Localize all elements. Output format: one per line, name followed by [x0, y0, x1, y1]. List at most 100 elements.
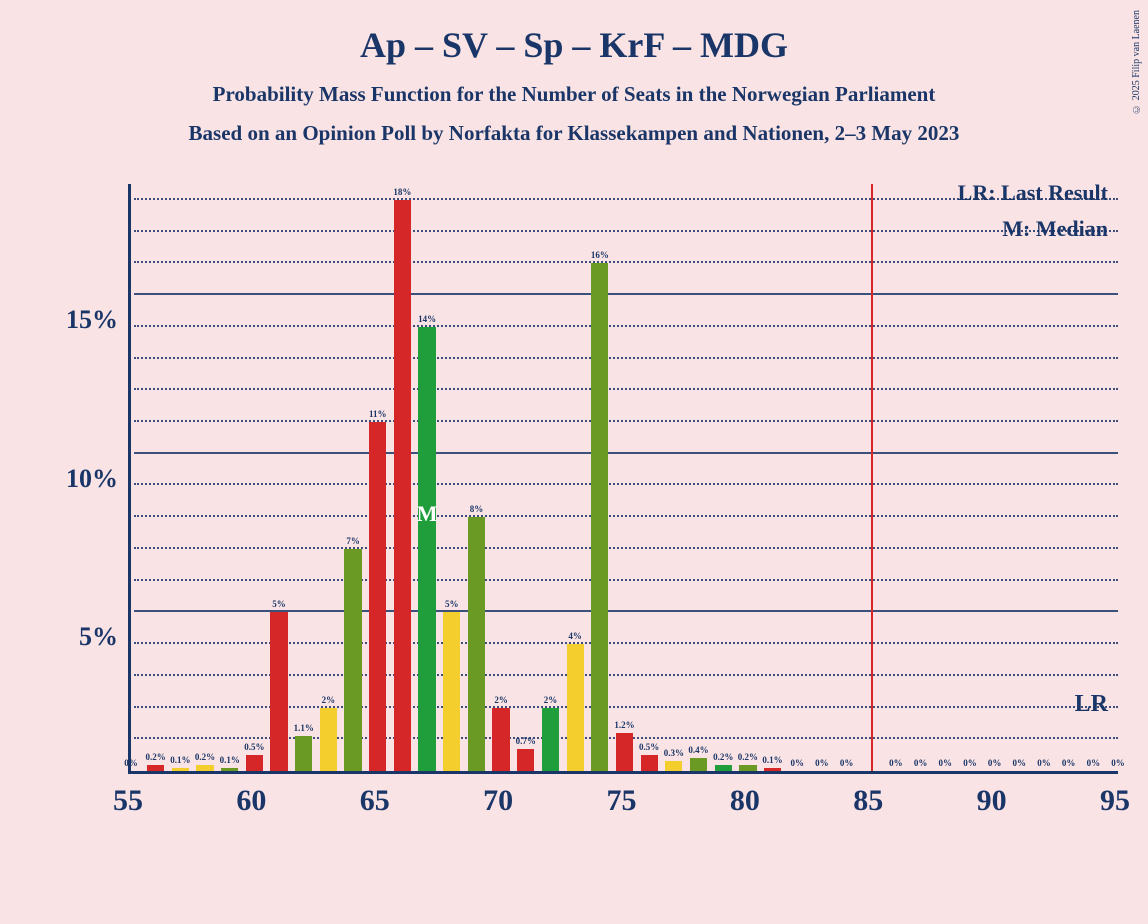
x-axis-label: 75 — [607, 784, 637, 818]
legend-m: M: Median — [1002, 216, 1108, 242]
bar — [369, 422, 386, 771]
bar — [320, 708, 337, 771]
last-result-line — [871, 184, 873, 771]
bar-value-label: 8% — [470, 504, 484, 514]
last-result-label: LR — [1075, 691, 1108, 718]
bar-value-label: 0% — [840, 758, 854, 768]
bar-value-label: 2% — [322, 695, 336, 705]
bar — [147, 765, 164, 771]
x-axis-label: 80 — [730, 784, 760, 818]
x-axis-label: 55 — [113, 784, 143, 818]
bar-value-label: 0.2% — [713, 752, 733, 762]
bar-value-label: 0% — [963, 758, 977, 768]
gridline-minor — [134, 357, 1118, 359]
chart-area: 0%0.2%0.1%0.2%0.1%0.5%5%1.1%2%7%11%18%14… — [128, 184, 1118, 824]
bar-value-label: 4% — [568, 631, 582, 641]
legend-lr: LR: Last Result — [958, 180, 1108, 206]
bar-value-label: 0.5% — [639, 742, 659, 752]
gridline-minor — [134, 547, 1118, 549]
bar-value-label: 0.2% — [195, 752, 215, 762]
gridline-minor — [134, 230, 1118, 232]
bar-value-label: 0.2% — [738, 752, 758, 762]
y-axis-label: 10% — [66, 464, 118, 494]
bar-value-label: 0% — [1013, 758, 1027, 768]
bar-value-label: 0% — [939, 758, 953, 768]
gridline-minor — [134, 579, 1118, 581]
gridline-minor — [134, 261, 1118, 263]
bar-value-label: 11% — [369, 409, 387, 419]
bar — [665, 761, 682, 771]
bar-value-label: 1.2% — [614, 720, 634, 730]
gridline-major — [134, 452, 1118, 454]
y-axis-label: 15% — [66, 305, 118, 335]
bar-value-label: 0.3% — [664, 748, 684, 758]
bar — [468, 517, 485, 771]
gridline-minor — [134, 420, 1118, 422]
bar — [221, 768, 238, 771]
bar-value-label: 14% — [418, 314, 436, 324]
bar-value-label: 2% — [544, 695, 558, 705]
gridline-minor — [134, 325, 1118, 327]
bar-value-label: 5% — [272, 599, 286, 609]
bar-value-label: 0% — [1087, 758, 1101, 768]
bar — [270, 612, 287, 771]
x-axis-label: 85 — [853, 784, 883, 818]
x-axis-label: 70 — [483, 784, 513, 818]
bar — [715, 765, 732, 771]
gridline-minor — [134, 515, 1118, 517]
bar — [492, 708, 509, 771]
bar-value-label: 0% — [124, 758, 138, 768]
bar-value-label: 0.2% — [146, 752, 166, 762]
bar-value-label: 0.1% — [220, 755, 240, 765]
bar — [690, 758, 707, 771]
bar — [196, 765, 213, 771]
bar-value-label: 5% — [445, 599, 459, 609]
y-axis-label: 5% — [79, 622, 118, 652]
bar — [739, 765, 756, 771]
bar — [394, 200, 411, 771]
bar-value-label: 0.1% — [762, 755, 782, 765]
bar — [616, 733, 633, 771]
median-marker: M — [417, 501, 438, 527]
gridline-major — [134, 293, 1118, 295]
bar-value-label: 1.1% — [294, 723, 314, 733]
bar-value-label: 0% — [1111, 758, 1125, 768]
bar-value-label: 7% — [346, 536, 360, 546]
bar-value-label: 0% — [988, 758, 1002, 768]
bar-value-label: 0.1% — [170, 755, 190, 765]
gridline-minor — [134, 388, 1118, 390]
plot-area: 0%0.2%0.1%0.2%0.1%0.5%5%1.1%2%7%11%18%14… — [128, 184, 1118, 774]
bar — [344, 549, 361, 771]
bar-value-label: 0% — [1062, 758, 1076, 768]
chart-title: Ap – SV – Sp – KrF – MDG — [0, 0, 1148, 66]
bar-value-label: 0% — [815, 758, 829, 768]
chart-subtitle-1: Probability Mass Function for the Number… — [0, 82, 1148, 107]
bar-value-label: 0% — [914, 758, 928, 768]
x-axis-label: 60 — [236, 784, 266, 818]
bar — [591, 263, 608, 771]
copyright-text: © 2025 Filip van Laenen — [1131, 10, 1142, 114]
x-axis-label: 90 — [977, 784, 1007, 818]
bar — [418, 327, 435, 771]
bar — [172, 768, 189, 771]
bar-value-label: 0% — [1037, 758, 1051, 768]
gridline-minor — [134, 483, 1118, 485]
bar — [542, 708, 559, 771]
bar-value-label: 0.5% — [244, 742, 264, 752]
bar-value-label: 2% — [494, 695, 508, 705]
bar-value-label: 0.4% — [688, 745, 708, 755]
bar-value-label: 0% — [790, 758, 804, 768]
x-axis-label: 65 — [360, 784, 390, 818]
bar-value-label: 16% — [591, 250, 609, 260]
bar — [567, 644, 584, 771]
bar-value-label: 0% — [889, 758, 903, 768]
bar — [246, 755, 263, 771]
chart-subtitle-2: Based on an Opinion Poll by Norfakta for… — [0, 121, 1148, 146]
bar — [764, 768, 781, 771]
x-axis-label: 95 — [1100, 784, 1130, 818]
bar — [295, 736, 312, 771]
bar — [517, 749, 534, 771]
bar-value-label: 0.7% — [516, 736, 536, 746]
bar — [641, 755, 658, 771]
bar — [443, 612, 460, 771]
